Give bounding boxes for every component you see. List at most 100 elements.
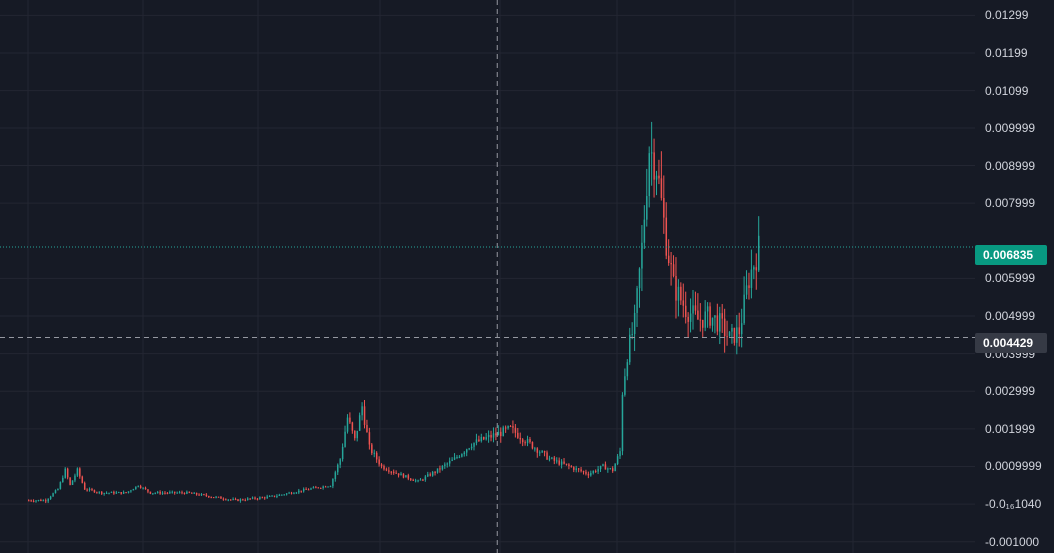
candle-down xyxy=(531,442,534,449)
candle-up xyxy=(356,430,358,439)
candle-down xyxy=(653,152,655,180)
candle-up xyxy=(548,458,551,460)
candle-down xyxy=(363,406,366,425)
candle-down xyxy=(663,197,665,218)
candle-down xyxy=(685,305,687,317)
candle-up xyxy=(507,426,509,429)
candle-down xyxy=(203,494,205,496)
candle-down xyxy=(397,473,400,476)
candle-up xyxy=(276,495,278,497)
candle-up xyxy=(152,493,154,495)
candle-down xyxy=(660,178,663,198)
candle-down xyxy=(45,500,47,502)
candle-down xyxy=(317,487,320,489)
candle-up xyxy=(88,489,91,491)
candle-down xyxy=(546,452,548,460)
candle-down xyxy=(290,492,293,494)
candle-down xyxy=(30,500,32,502)
candle-down xyxy=(395,472,397,474)
candle-up xyxy=(485,437,487,440)
candle-down xyxy=(585,471,587,474)
candle-down xyxy=(514,427,517,433)
candle-down xyxy=(139,486,142,488)
candle-up xyxy=(590,473,592,476)
candle-down xyxy=(699,319,702,321)
candle-up xyxy=(132,489,135,491)
candle-up xyxy=(497,431,500,436)
candle-down xyxy=(208,496,210,498)
candle-down xyxy=(529,439,531,443)
candle-down xyxy=(222,498,225,500)
candle-down xyxy=(716,315,719,332)
candle-up xyxy=(298,490,300,493)
price-tick-label: 0.008999 xyxy=(985,158,1036,173)
candle-up xyxy=(215,496,217,498)
candle-up xyxy=(74,475,76,481)
candle-down xyxy=(69,477,71,485)
candle-down xyxy=(687,316,689,322)
candle-up xyxy=(446,463,449,465)
price-tick-label: 0.009999 xyxy=(985,120,1036,135)
candle-up xyxy=(750,269,753,288)
candle-up xyxy=(648,153,650,197)
candle-up xyxy=(441,465,444,470)
candle-down xyxy=(521,439,524,443)
candle-up xyxy=(736,327,738,343)
candle-up xyxy=(466,449,468,453)
candle-up xyxy=(745,285,748,295)
candle-up xyxy=(541,451,543,453)
candle-down xyxy=(354,430,356,439)
candle-down xyxy=(570,466,573,468)
candle-down xyxy=(378,459,380,465)
candle-down xyxy=(195,492,198,495)
candle-down xyxy=(220,496,222,499)
candle-up xyxy=(98,491,101,493)
candle-down xyxy=(694,305,697,311)
candle-down xyxy=(733,327,736,343)
candle-down xyxy=(320,487,322,489)
candle-down xyxy=(697,310,699,320)
candle-up xyxy=(487,435,490,438)
candle-down xyxy=(225,499,227,501)
candle-down xyxy=(553,457,556,461)
candle-down xyxy=(181,492,183,494)
candle-down xyxy=(738,327,741,335)
candle-down xyxy=(273,495,276,497)
candle-up xyxy=(638,268,641,289)
grid-lines xyxy=(0,0,975,553)
candle-down xyxy=(517,432,519,438)
candle-down xyxy=(242,499,244,501)
candle-down xyxy=(558,460,560,465)
candle-down xyxy=(604,464,607,470)
price-tick-label: -0.0₁₆1040 xyxy=(985,497,1042,512)
candle-up xyxy=(602,464,604,466)
candle-up xyxy=(247,498,249,501)
candle-down xyxy=(217,496,220,498)
candle-down xyxy=(726,336,728,338)
candle-down xyxy=(524,442,526,444)
candle-down xyxy=(434,471,436,473)
candle-down xyxy=(383,466,385,470)
candle-down xyxy=(594,471,597,473)
candle-down xyxy=(665,217,668,256)
candle-up xyxy=(470,446,473,449)
candle-down xyxy=(402,473,405,478)
candle-up xyxy=(475,439,478,443)
candle-up xyxy=(259,497,261,499)
candle-down xyxy=(721,313,723,319)
candle-down xyxy=(96,492,98,494)
candle-down xyxy=(565,463,568,465)
candle-up xyxy=(171,491,174,493)
candle-up xyxy=(373,452,376,454)
candle-up xyxy=(108,492,110,494)
candle-up xyxy=(473,442,475,447)
candle-down xyxy=(375,452,378,460)
candle-up xyxy=(337,464,339,473)
candle-down xyxy=(429,474,431,476)
candle-down xyxy=(385,469,388,471)
candle-up xyxy=(156,491,159,493)
candle-up xyxy=(607,468,609,470)
candle-down xyxy=(256,498,259,500)
